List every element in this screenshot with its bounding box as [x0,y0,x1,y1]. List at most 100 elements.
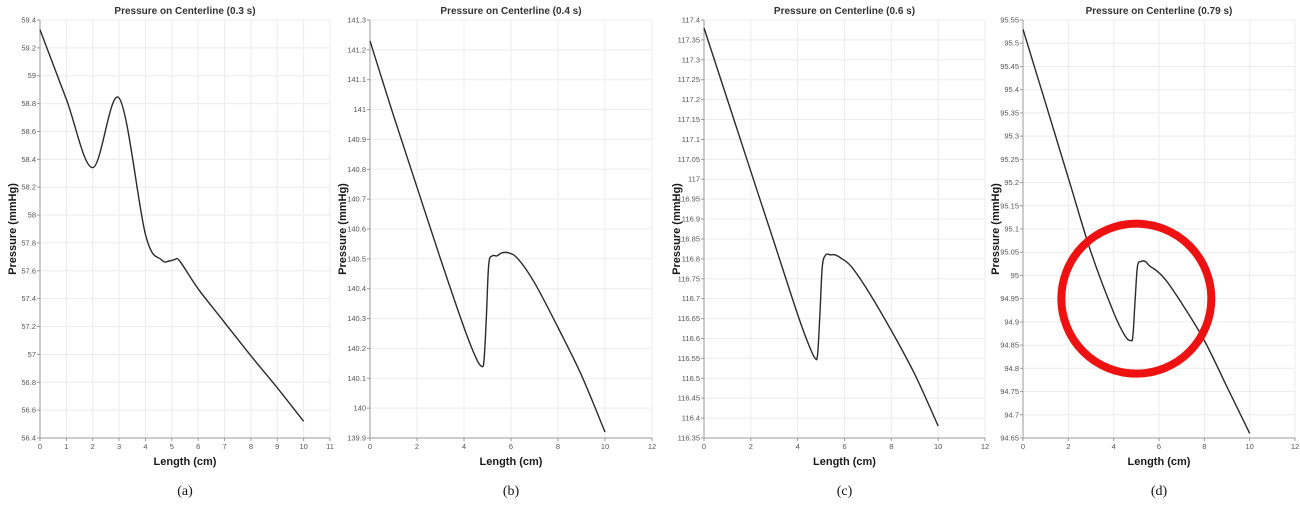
y-tick-label: 94.7 [1004,410,1019,419]
x-tick-label: 7 [222,442,226,451]
x-axis-label: Length (cm) [813,456,876,468]
y-tick-label: 56.4 [21,434,36,443]
x-tick-label: 8 [249,442,253,451]
x-tick-label: 2 [749,442,753,451]
y-tick-label: 140.4 [347,284,366,293]
pressure-series-line [369,40,606,433]
y-tick-label: 94.9 [1004,317,1019,326]
x-tick-label: 0 [702,442,706,451]
y-tick-label: 117.05 [678,155,700,164]
pressure-series-line [39,29,305,422]
y-tick-label: 140.3 [347,314,366,323]
panel-caption: (d) [1151,484,1168,499]
x-tick-label: 4 [796,442,800,451]
y-tick-label: 116.45 [678,394,700,403]
x-tick-label: 2 [1066,442,1070,451]
y-tick-label: 140.2 [347,344,366,353]
x-tick-label: 10 [1245,442,1253,451]
panel-caption: (a) [177,484,193,499]
y-tick-label: 94.8 [1004,364,1019,373]
panel-caption: (b) [503,484,520,499]
y-tick-label: 95.45 [1000,62,1019,71]
x-tick-label: 3 [117,442,121,451]
panel-caption: (c) [837,484,853,499]
x-tick-label: 6 [196,442,200,451]
grid [40,19,331,438]
x-tick-label: 0 [368,442,372,451]
y-tick-label: 95.25 [1000,155,1019,164]
x-tick-label: 6 [842,442,846,451]
y-tick-label: 117.1 [682,135,700,144]
y-tick-label: 57.8 [21,238,36,247]
x-tick-label: 9 [275,442,279,451]
y-tick-label: 56.6 [21,406,36,415]
x-tick-label: 1 [64,442,68,451]
y-tick-label: 57.2 [21,322,36,331]
x-tick-label: 6 [1157,442,1161,451]
y-tick-label: 117 [688,175,700,184]
y-tick-label: 117.35 [678,35,700,44]
x-tick-label: 6 [509,442,513,451]
y-tick-label: 116.8 [682,254,700,263]
grid [704,19,986,438]
chart-title: Pressure on Centerline (0.3 s) [114,6,255,17]
y-tick-label: 141.2 [347,45,366,54]
y-tick-label: 117.4 [682,16,700,25]
highlight-circle [1057,219,1216,378]
chart-panel-a: Pressure on Centerline (0.3 s) Length (c… [7,6,334,499]
y-tick-label: 95.2 [1004,178,1019,187]
y-tick-label: 116.35 [678,434,700,443]
x-axis-label: Length (cm) [480,456,543,468]
y-tick-label: 94.95 [1000,294,1019,303]
x-tick-label: 2 [415,442,419,451]
grid [370,19,653,438]
y-tick-label: 141 [353,105,366,114]
y-tick-label: 116.75 [678,274,700,283]
y-tick-label: 116.65 [678,314,700,323]
x-tick-label: 0 [38,442,42,451]
x-tick-label: 4 [462,442,466,451]
x-tick-label: 10 [601,442,609,451]
y-tick-label: 140.1 [347,374,366,383]
y-tick-label: 57.4 [21,294,36,303]
chart-panel-c: Pressure on Centerline (0.6 s) Length (c… [671,6,989,499]
y-tick-label: 140.9 [347,135,366,144]
y-tick-label: 94.85 [1000,341,1019,350]
y-tick-label: 116.4 [682,414,700,423]
y-tick-label: 57.6 [21,266,36,275]
y-tick-label: 140.6 [347,225,366,234]
y-tick-label: 141.3 [347,16,366,25]
x-tick-label: 5 [170,442,174,451]
y-tick-label: 95.35 [1000,108,1019,117]
chart-title: Pressure on Centerline (0.6 s) [774,6,915,17]
y-tick-label: 116.95 [678,195,700,204]
y-tick-label: 116.6 [682,334,700,343]
pressure-series-line [703,27,939,427]
y-tick-label: 117.3 [682,55,700,64]
y-tick-label: 95.3 [1004,132,1019,141]
y-tick-label: 58.8 [21,99,36,108]
y-tick-label: 116.9 [682,215,700,224]
x-tick-label: 12 [648,442,656,451]
y-axis-label: Pressure (mmHg) [337,183,349,275]
y-tick-label: 117.2 [682,95,700,104]
x-tick-label: 11 [326,442,334,451]
y-tick-label: 95.55 [1000,16,1019,25]
y-tick-label: 56.8 [21,378,36,387]
y-tick-label: 58.6 [21,127,36,136]
y-tick-label: 59.4 [21,16,36,25]
x-tick-label: 0 [1021,442,1025,451]
y-tick-label: 116.5 [682,374,700,383]
y-tick-label: 94.65 [1000,434,1019,443]
x-tick-label: 10 [299,442,307,451]
x-axis-label: Length (cm) [1128,456,1191,468]
y-tick-label: 139.9 [347,434,366,443]
y-tick-label: 57 [28,350,36,359]
y-tick-label: 95 [1011,271,1019,280]
y-tick-label: 116.7 [682,294,700,303]
x-tick-label: 12 [981,442,989,451]
x-tick-label: 8 [889,442,893,451]
chart-panel-b: Pressure on Centerline (0.4 s) Length (c… [337,6,656,499]
chart-panel-d: Pressure on Centerline (0.79 s) Length (… [990,6,1299,499]
